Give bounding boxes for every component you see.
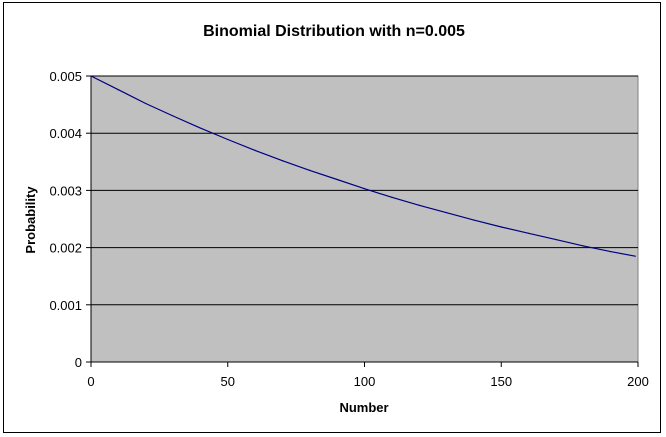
axes: [86, 75, 639, 367]
data-point: [145, 102, 147, 105]
data-point: [227, 138, 229, 141]
data-point: [90, 75, 92, 77]
x-tick-label: 0: [87, 374, 94, 389]
series-group: [90, 75, 636, 257]
x-tick-label: 150: [490, 374, 512, 389]
data-point: [445, 212, 448, 214]
x-axis-label: Number: [339, 400, 388, 415]
data-point: [199, 127, 201, 129]
y-tick-label: 0: [75, 355, 82, 370]
data-point: [336, 178, 338, 181]
data-point: [391, 196, 393, 198]
data-point: [363, 188, 366, 190]
tick-labels: 0 0.001 0.002 0.003 0.004 0.005 0 50 100 150 200: [49, 69, 648, 389]
chart-title: Binomial Distribution with n=0.005: [203, 23, 465, 40]
data-point: [418, 204, 420, 206]
data-point: [634, 255, 636, 257]
data-point: [582, 245, 584, 247]
y-tick-label: 0.005: [49, 69, 82, 84]
data-point: [309, 169, 311, 171]
data-point: [500, 226, 502, 228]
data-point: [117, 89, 119, 91]
line-chart: Binomial Distribution with n=0.005 0 0.00…: [23, 23, 649, 415]
y-tick-label: 0.003: [49, 183, 82, 198]
data-point: [473, 219, 475, 221]
y-tick-label: 0.004: [49, 126, 82, 141]
data-point: [610, 251, 612, 253]
x-tick-label: 200: [627, 374, 649, 389]
chart-frame: Binomial Distribution with n=0.005 0 0.00…: [3, 2, 661, 433]
data-point: [254, 149, 256, 151]
y-tick-label: 0.002: [49, 241, 82, 256]
x-tick-label: 50: [221, 374, 235, 389]
x-tick-label: 100: [354, 374, 376, 389]
data-point: [281, 160, 284, 162]
y-axis-label: Probability: [23, 186, 38, 254]
data-point: [555, 238, 557, 241]
y-tick-label: 0.001: [49, 298, 82, 313]
data-point: [528, 232, 530, 234]
plot-area: [90, 75, 639, 363]
grid-lines: [91, 75, 638, 306]
data-point: [172, 115, 174, 117]
